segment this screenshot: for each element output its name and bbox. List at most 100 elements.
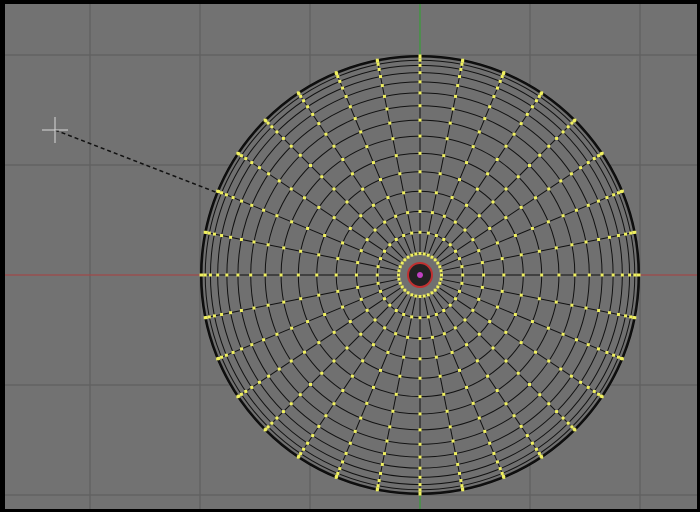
vertex xyxy=(306,320,310,324)
vertex xyxy=(400,285,404,289)
vertex xyxy=(512,132,516,136)
vertex xyxy=(359,297,363,301)
vertex xyxy=(422,252,426,256)
vertex xyxy=(442,392,446,396)
vertex xyxy=(250,385,254,389)
vertex xyxy=(488,226,492,230)
vertex xyxy=(597,309,601,313)
vertex xyxy=(418,376,422,380)
vertex xyxy=(521,273,525,277)
vertex xyxy=(394,154,398,158)
vertex xyxy=(289,187,293,191)
vertex xyxy=(486,374,490,378)
vertex xyxy=(454,94,458,98)
vertex xyxy=(418,475,422,479)
vertex xyxy=(456,462,460,466)
vertex xyxy=(465,203,469,207)
vertex xyxy=(391,137,395,141)
vertex xyxy=(530,320,534,324)
vertex xyxy=(240,347,244,351)
vertex xyxy=(299,297,303,301)
vertex xyxy=(394,332,398,336)
vertex xyxy=(528,164,531,167)
vertex xyxy=(459,479,463,483)
vertex xyxy=(418,91,422,95)
vertex xyxy=(597,237,601,241)
vertex xyxy=(587,273,591,277)
vertex xyxy=(361,359,365,363)
vertex xyxy=(418,230,422,234)
vertex xyxy=(442,154,446,158)
vertex xyxy=(391,409,395,413)
vertex xyxy=(394,392,398,396)
vertex xyxy=(375,273,379,277)
vertex xyxy=(353,429,357,433)
vertex xyxy=(249,273,253,277)
vertex xyxy=(557,273,561,277)
vertex xyxy=(324,132,328,136)
vertex xyxy=(438,281,442,285)
vertex xyxy=(570,425,574,429)
vertex xyxy=(570,121,574,125)
vertex xyxy=(299,94,303,98)
vertex xyxy=(207,231,211,235)
vertex xyxy=(458,178,462,182)
vertex xyxy=(309,383,312,386)
vertex xyxy=(426,231,430,235)
vertex xyxy=(375,58,379,62)
vertex xyxy=(586,161,590,165)
vertex xyxy=(500,289,504,293)
vertex xyxy=(471,308,475,312)
vertex xyxy=(277,367,281,371)
vertex xyxy=(199,273,203,277)
vertex xyxy=(540,91,544,95)
vertex xyxy=(376,281,380,285)
vertex xyxy=(561,416,565,420)
vertex xyxy=(402,312,406,316)
vertex xyxy=(426,315,430,319)
vertex xyxy=(592,389,596,393)
vertex xyxy=(383,326,387,330)
vertex xyxy=(298,153,302,157)
vertex xyxy=(442,214,446,218)
vertex xyxy=(629,315,633,319)
vertex xyxy=(309,164,312,167)
vertex xyxy=(378,178,382,182)
vertex xyxy=(380,462,384,466)
3d-cursor xyxy=(42,117,68,143)
vertex xyxy=(633,230,637,234)
vertex xyxy=(525,434,529,438)
vertex xyxy=(380,84,384,88)
vertex xyxy=(537,297,541,301)
vertex xyxy=(400,261,404,265)
vertex xyxy=(236,395,240,399)
vertex xyxy=(386,196,390,200)
vertex xyxy=(410,231,414,235)
vertex xyxy=(410,293,414,297)
vertex xyxy=(605,196,609,200)
vertex xyxy=(477,297,481,301)
vertex xyxy=(500,471,504,475)
vertex xyxy=(519,424,523,428)
vertex xyxy=(500,75,504,79)
vertex xyxy=(495,460,499,464)
vertex xyxy=(458,368,462,372)
vertex xyxy=(289,359,293,363)
vertex xyxy=(504,330,508,334)
vertex xyxy=(231,350,235,354)
vertex xyxy=(547,402,551,406)
vertex xyxy=(492,95,496,99)
vertex xyxy=(566,421,570,425)
vertex xyxy=(513,313,517,317)
vertex xyxy=(266,303,270,307)
vertex xyxy=(480,285,484,289)
vertex xyxy=(344,95,348,99)
vertex xyxy=(398,172,402,176)
vertex xyxy=(388,243,392,247)
vertex xyxy=(320,371,324,375)
vertex xyxy=(306,105,310,109)
vertex xyxy=(611,273,615,277)
vertex xyxy=(546,220,550,224)
vertex xyxy=(439,273,443,277)
vertex xyxy=(600,151,604,155)
